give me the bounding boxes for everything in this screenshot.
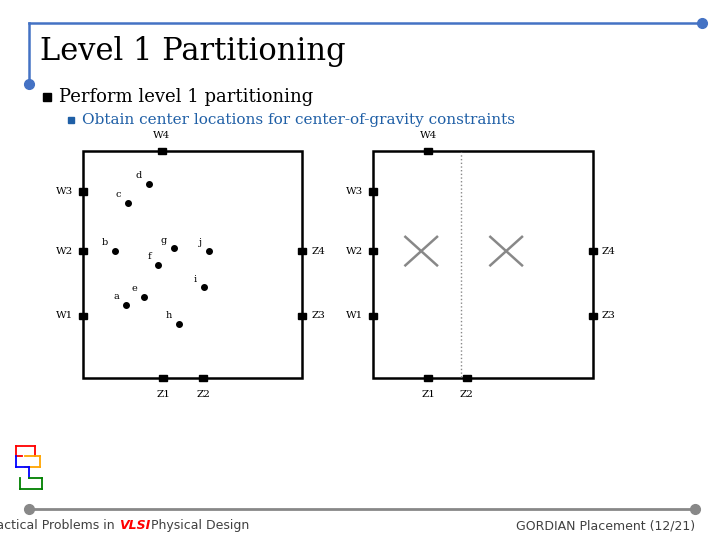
Bar	[79, 248, 87, 254]
Bar	[463, 375, 471, 381]
Text: Level 1 Partitioning: Level 1 Partitioning	[40, 36, 345, 67]
Text: a: a	[113, 292, 119, 301]
Bar	[199, 375, 207, 381]
Text: e: e	[131, 284, 137, 293]
Text: Z2: Z2	[459, 390, 474, 399]
Text: i: i	[194, 274, 197, 284]
Bar	[158, 148, 166, 154]
Text: W1: W1	[56, 312, 73, 320]
Text: d: d	[135, 171, 142, 180]
Text: W2: W2	[56, 247, 73, 255]
Text: W4: W4	[420, 131, 437, 140]
Text: h: h	[165, 311, 171, 320]
Text: VLSI: VLSI	[119, 519, 150, 532]
Text: W3: W3	[56, 187, 73, 196]
Bar	[369, 188, 377, 195]
Bar	[369, 313, 377, 319]
Bar	[299, 313, 307, 319]
Bar	[79, 188, 87, 195]
Text: Perform level 1 partitioning: Perform level 1 partitioning	[59, 88, 313, 106]
Text: j: j	[199, 238, 202, 247]
Bar	[589, 313, 596, 319]
Text: g: g	[161, 235, 167, 245]
Text: Z3: Z3	[602, 312, 616, 320]
Text: W4: W4	[153, 131, 171, 140]
Text: Obtain center locations for center-of-gravity constraints: Obtain center locations for center-of-gr…	[82, 113, 515, 127]
Bar	[79, 313, 87, 319]
Text: W1: W1	[346, 312, 364, 320]
Text: Z2: Z2	[196, 390, 210, 399]
Text: b: b	[102, 238, 108, 247]
Bar	[425, 148, 432, 154]
Text: Practical Problems in: Practical Problems in	[0, 519, 119, 532]
Bar	[299, 248, 307, 254]
Bar	[369, 248, 377, 254]
Bar	[425, 375, 432, 381]
Text: Physical Design: Physical Design	[147, 519, 249, 532]
Bar	[83, 151, 302, 378]
Text: Z1: Z1	[156, 390, 171, 399]
Text: Z4: Z4	[602, 247, 616, 255]
Text: Z1: Z1	[421, 390, 436, 399]
Bar	[160, 375, 167, 381]
Text: Z3: Z3	[312, 312, 325, 320]
Text: Z4: Z4	[312, 247, 325, 255]
Text: c: c	[115, 190, 121, 199]
Text: W2: W2	[346, 247, 364, 255]
Bar	[589, 248, 596, 254]
Text: W3: W3	[346, 187, 364, 196]
Text: GORDIAN Placement (12/21): GORDIAN Placement (12/21)	[516, 519, 695, 532]
Text: f: f	[148, 252, 151, 261]
Bar	[373, 151, 593, 378]
